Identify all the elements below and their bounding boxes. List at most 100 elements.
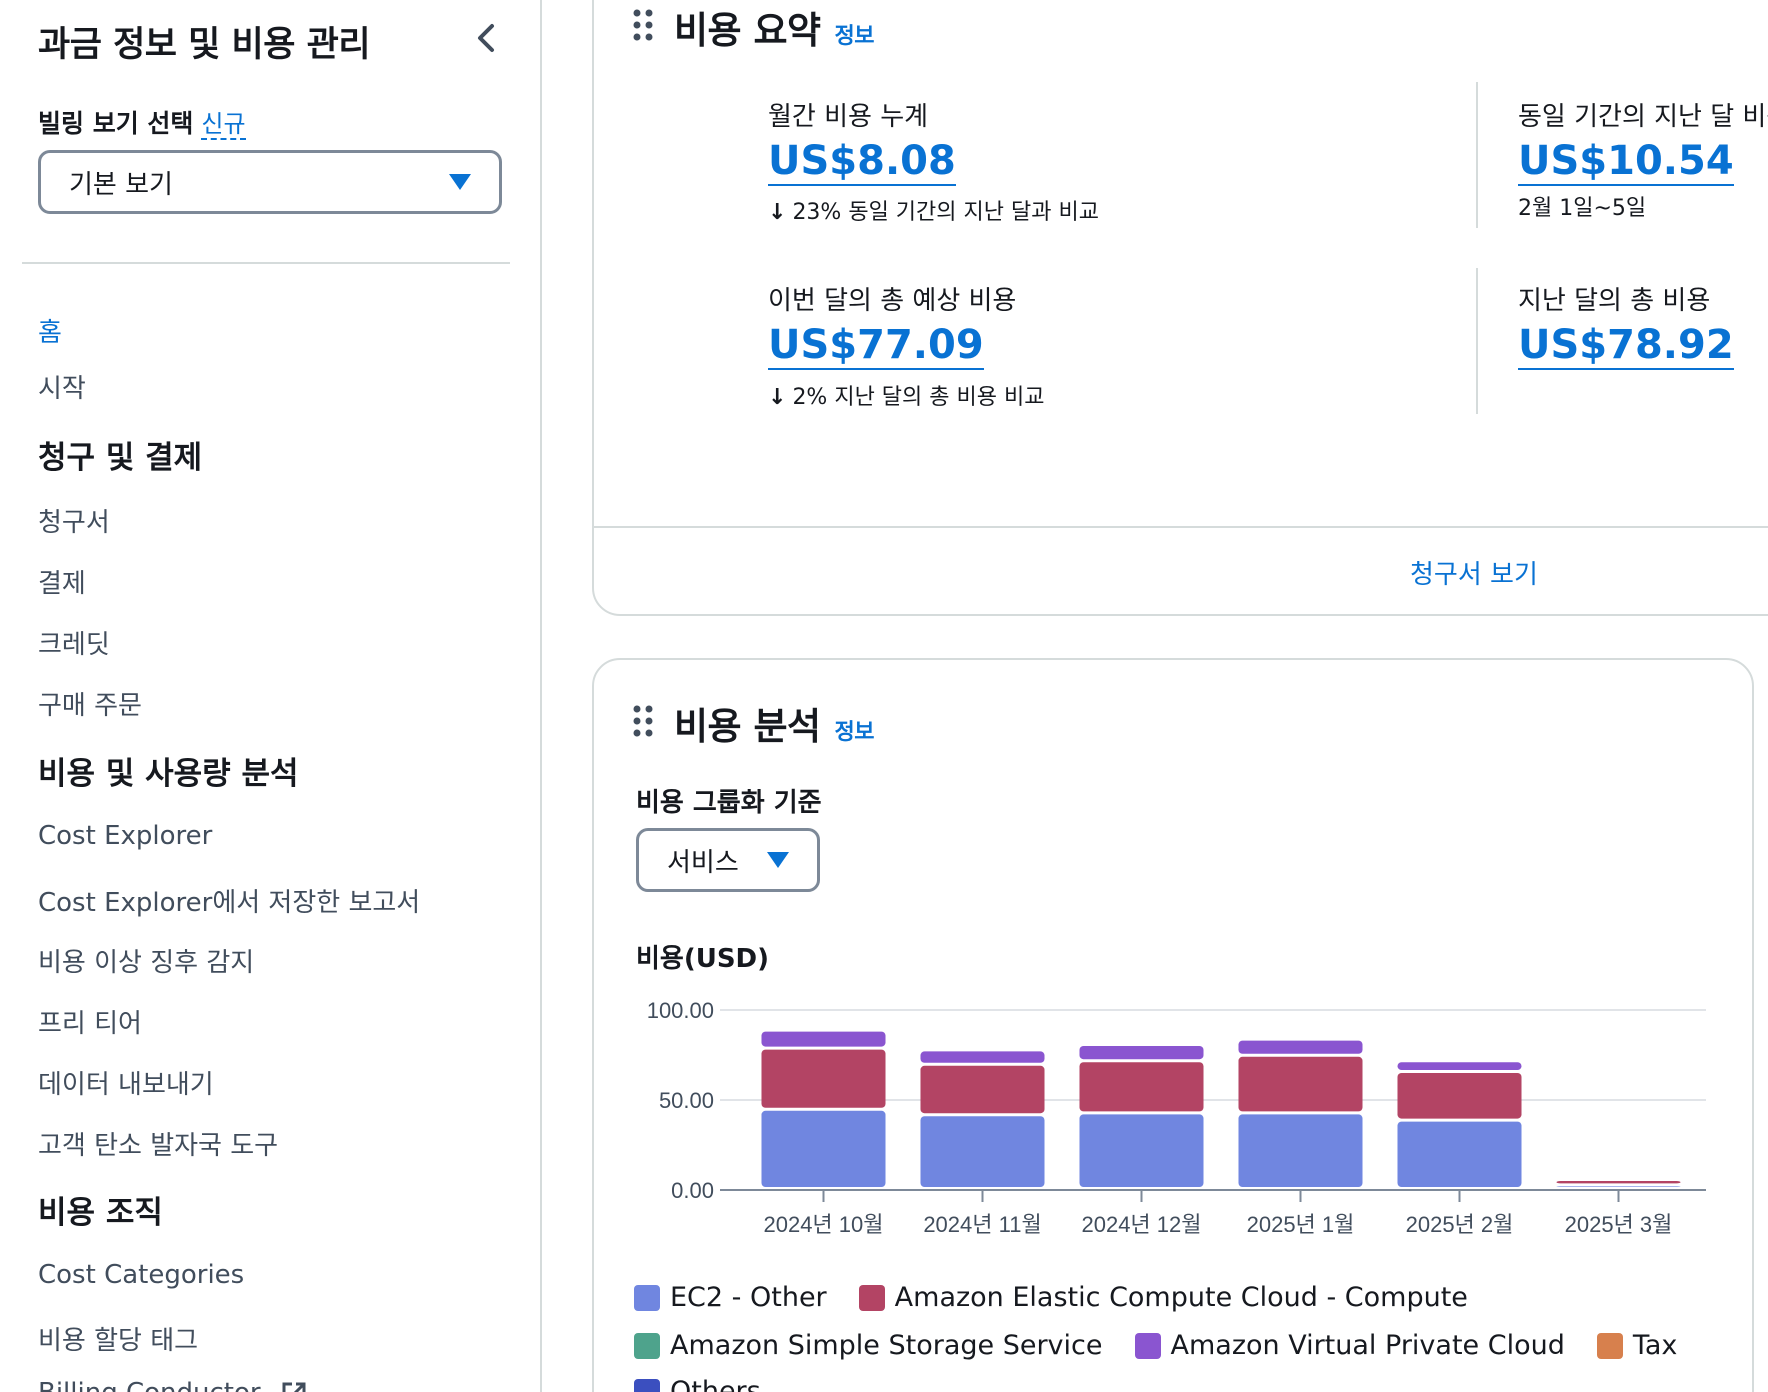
billing-view-label-text: 빌링 보기 선택 bbox=[38, 109, 194, 138]
bar-segment bbox=[1238, 1114, 1363, 1187]
cost-analysis-card: 비용 분석 정보 비용 그룹화 기준 서비스 비용(USD) bbox=[592, 658, 1754, 1392]
bar-segment bbox=[761, 1110, 886, 1187]
drag-handle-icon[interactable] bbox=[632, 8, 654, 42]
x-tick-label: 2025년 2월 bbox=[1406, 1212, 1514, 1237]
nav-carbon-footprint[interactable]: 고객 탄소 발자국 도구 bbox=[38, 1131, 279, 1161]
x-tick-label: 2025년 1월 bbox=[1247, 1212, 1355, 1237]
group-by-select[interactable]: 서비스 bbox=[636, 828, 820, 892]
nav-purchase-orders[interactable]: 구매 주문 bbox=[38, 691, 142, 721]
cost-summary-info-link[interactable]: 정보 bbox=[834, 24, 875, 49]
chart-legend-row-3: Others bbox=[634, 1376, 761, 1392]
legend-swatch bbox=[634, 1284, 660, 1311]
nav-billing-conductor-label: Billing Conductor bbox=[38, 1378, 261, 1392]
bar-segment bbox=[1238, 1040, 1363, 1054]
bar-segment bbox=[1556, 1186, 1681, 1187]
legend-swatch bbox=[1596, 1332, 1623, 1359]
card-footer-divider bbox=[594, 526, 1768, 528]
nav-cost-allocation-tags[interactable]: 비용 할당 태그 bbox=[38, 1326, 199, 1356]
bar-segment bbox=[1397, 1062, 1522, 1070]
legend-item-vpc[interactable]: Amazon Virtual Private Cloud bbox=[1134, 1330, 1565, 1361]
cost-analysis-info-link[interactable]: 정보 bbox=[834, 720, 875, 745]
cost-summary-title: 비용 요약 정보 bbox=[674, 0, 875, 54]
mtd-cost-label: 월간 비용 누계 bbox=[768, 102, 929, 132]
nav-home[interactable]: 홈 bbox=[38, 318, 62, 348]
bar-segment bbox=[1079, 1114, 1204, 1187]
mtd-cost-comparison: ↓ 23% 동일 기간의 지난 달과 비교 bbox=[768, 194, 1099, 226]
y-tick-label: 0.00 bbox=[671, 1178, 714, 1203]
bar-segment bbox=[1397, 1073, 1522, 1119]
forecast-cost-comparison: ↓ 2% 지난 달의 총 비용 비교 bbox=[768, 379, 1044, 411]
sidebar-divider bbox=[22, 262, 510, 264]
nav-section-billing: 청구 및 결제 bbox=[38, 440, 203, 476]
same-period-dates: 2월 1일~5일 bbox=[1518, 196, 1647, 221]
cost-analysis-title-text: 비용 분석 bbox=[674, 705, 821, 748]
legend-item-ec2-compute[interactable]: Amazon Elastic Compute Cloud - Compute bbox=[858, 1282, 1468, 1313]
sidebar: 과금 정보 및 비용 관리 빌링 보기 선택 신규 기본 보기 홈 시작 청구 및… bbox=[0, 0, 542, 1392]
sidebar-title: 과금 정보 및 비용 관리 bbox=[38, 25, 371, 65]
nav-data-exports[interactable]: 데이터 내보내기 bbox=[38, 1070, 214, 1100]
chart-y-axis-title: 비용(USD) bbox=[636, 944, 770, 974]
nav-section-cost-analysis: 비용 및 사용량 분석 bbox=[38, 756, 299, 792]
billing-view-label: 빌링 보기 선택 신규 bbox=[38, 104, 246, 140]
billing-view-value: 기본 보기 bbox=[69, 169, 173, 200]
forecast-cost-value[interactable]: US$77.09 bbox=[768, 322, 984, 370]
legend-item-tax[interactable]: Tax bbox=[1596, 1330, 1678, 1361]
last-month-cost-label: 지난 달의 총 비용 bbox=[1518, 286, 1711, 316]
legend-item-s3[interactable]: Amazon Simple Storage Service bbox=[634, 1330, 1103, 1361]
nav-free-tier[interactable]: 프리 티어 bbox=[38, 1009, 142, 1039]
nav-anomaly-detection[interactable]: 비용 이상 징후 감지 bbox=[38, 948, 255, 978]
new-badge[interactable]: 신규 bbox=[201, 110, 246, 140]
bar-segment bbox=[920, 1051, 1045, 1063]
bar-segment bbox=[920, 1065, 1045, 1114]
bar-segment bbox=[920, 1116, 1045, 1187]
bar-segment bbox=[1238, 1056, 1363, 1112]
arrow-down-icon: ↓ bbox=[768, 200, 787, 225]
forecast-cost-comparison-text: 2% 지난 달의 총 비용 비교 bbox=[792, 385, 1045, 410]
nav-credits[interactable]: 크레딧 bbox=[38, 630, 110, 660]
nav-getting-started[interactable]: 시작 bbox=[38, 374, 86, 404]
legend-label: EC2 - Other bbox=[670, 1282, 827, 1313]
group-by-value: 서비스 bbox=[667, 847, 739, 878]
x-tick-label: 2025년 3월 bbox=[1565, 1212, 1673, 1237]
bar-segment bbox=[1079, 1062, 1204, 1112]
nav-saved-reports[interactable]: Cost Explorer에서 저장한 보고서 bbox=[38, 888, 421, 918]
legend-label: Tax bbox=[1632, 1330, 1678, 1361]
billing-view-select[interactable]: 기본 보기 bbox=[38, 150, 502, 214]
nav-cost-categories[interactable]: Cost Categories bbox=[38, 1260, 245, 1290]
legend-swatch bbox=[1134, 1332, 1161, 1359]
bar-segment bbox=[1397, 1121, 1522, 1187]
mtd-cost-comparison-text: 23% 동일 기간의 지난 달과 비교 bbox=[792, 200, 1099, 225]
legend-item-others[interactable]: Others bbox=[634, 1376, 761, 1392]
chart-legend-row-2: Amazon Simple Storage Service Amazon Vir… bbox=[634, 1330, 1677, 1361]
legend-swatch bbox=[634, 1332, 660, 1359]
legend-item-ec2-other[interactable]: EC2 - Other bbox=[634, 1282, 827, 1313]
nav-cost-explorer[interactable]: Cost Explorer bbox=[38, 821, 213, 851]
y-tick-label: 50.00 bbox=[659, 1088, 714, 1113]
legend-label: Amazon Elastic Compute Cloud - Compute bbox=[894, 1282, 1468, 1313]
legend-label: Others bbox=[670, 1376, 761, 1392]
nav-billing-conductor[interactable]: Billing Conductor bbox=[38, 1378, 309, 1392]
caret-down-icon bbox=[449, 174, 471, 190]
legend-label: Amazon Virtual Private Cloud bbox=[1170, 1330, 1565, 1361]
mtd-cost-value[interactable]: US$8.08 bbox=[768, 138, 956, 186]
legend-label: Amazon Simple Storage Service bbox=[670, 1330, 1103, 1361]
cost-analysis-title: 비용 분석 정보 bbox=[674, 696, 875, 750]
drag-handle-icon[interactable] bbox=[632, 704, 654, 738]
forecast-cost-label: 이번 달의 총 예상 비용 bbox=[768, 286, 1017, 316]
bar-segment bbox=[761, 1049, 886, 1108]
same-period-cost-value[interactable]: US$10.54 bbox=[1518, 138, 1734, 186]
nav-bills[interactable]: 청구서 bbox=[38, 508, 110, 538]
external-link-icon bbox=[282, 1382, 306, 1392]
nav-payments[interactable]: 결제 bbox=[38, 569, 86, 599]
caret-down-icon bbox=[767, 852, 789, 868]
bar-segment bbox=[1079, 1046, 1204, 1060]
y-tick-label: 100.00 bbox=[647, 998, 714, 1023]
arrow-down-icon: ↓ bbox=[768, 385, 787, 410]
x-tick-label: 2024년 11월 bbox=[923, 1212, 1041, 1237]
legend-swatch bbox=[858, 1284, 885, 1311]
chevron-left-icon bbox=[478, 24, 494, 52]
last-month-cost-value[interactable]: US$78.92 bbox=[1518, 322, 1734, 370]
view-bills-link[interactable]: 청구서 보기 bbox=[1410, 560, 1538, 590]
group-by-label: 비용 그룹화 기준 bbox=[636, 788, 822, 818]
collapse-sidebar-button[interactable] bbox=[466, 18, 506, 58]
